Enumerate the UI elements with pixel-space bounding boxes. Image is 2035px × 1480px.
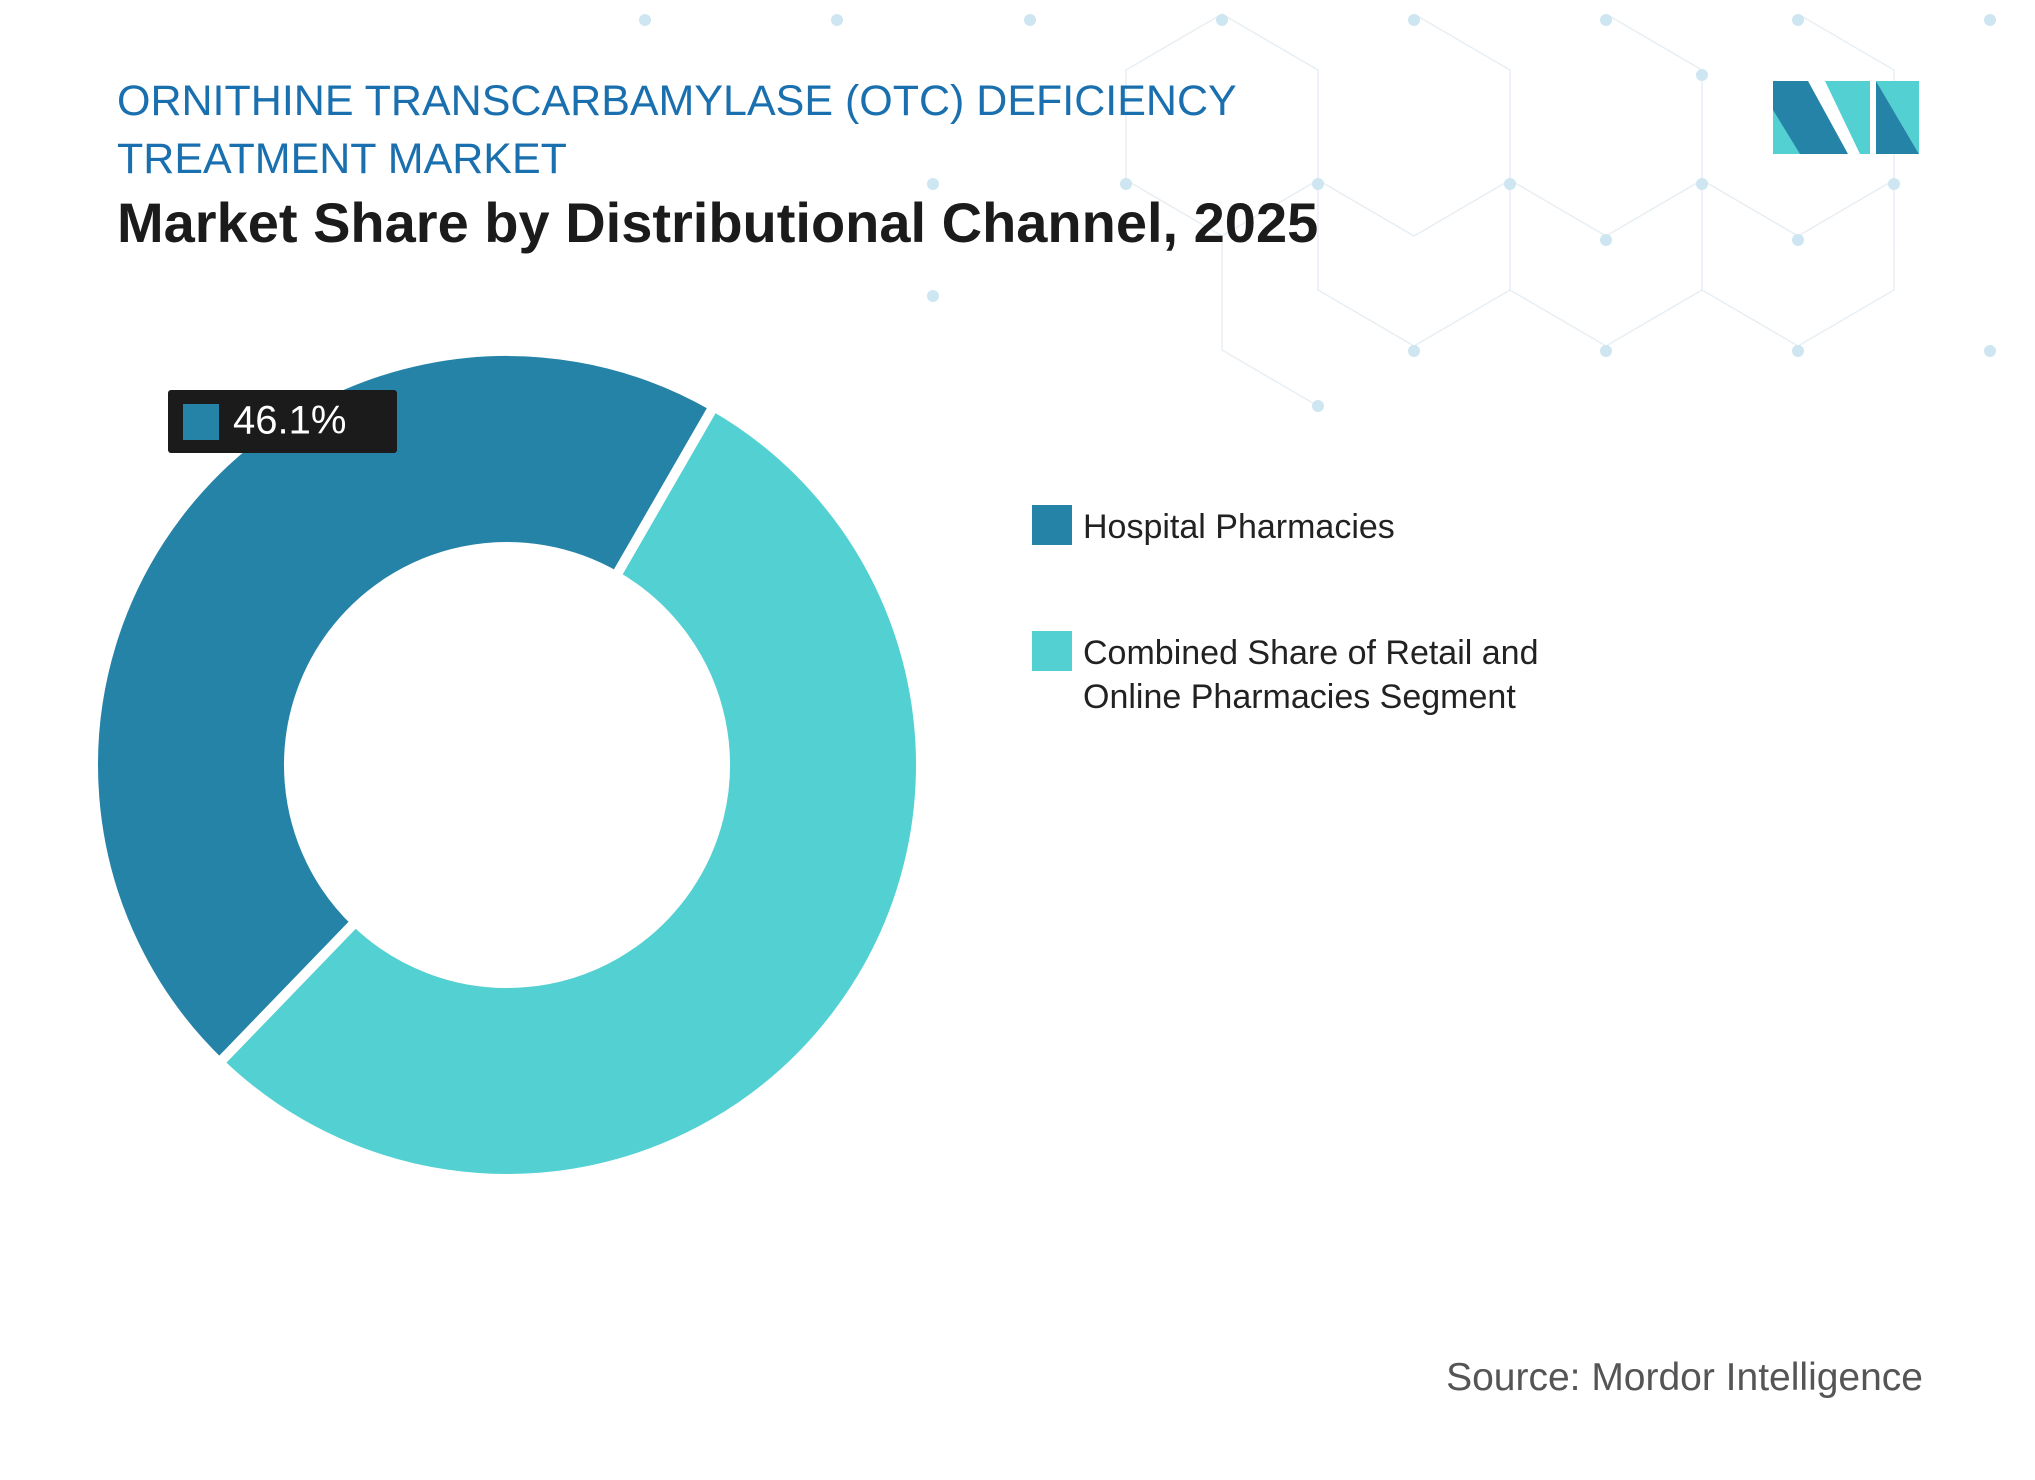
source: Source: Mordor Intelligence xyxy=(1446,1356,1923,1399)
donut-slice xyxy=(212,399,926,1184)
value-label: 46.1% xyxy=(233,399,346,443)
legend-item: Hospital Pharmacies xyxy=(1032,505,1643,549)
background-dots xyxy=(639,14,1996,412)
value-label-box xyxy=(168,390,397,453)
legend-label: Hospital Pharmacies xyxy=(1083,508,1395,546)
market-title: ORNITHINE TRANSCARBAMYLASE (OTC) DEFICIE… xyxy=(117,77,1236,183)
chart-title: Market Share by Distributional Channel, … xyxy=(117,191,1319,254)
donut-slice xyxy=(88,346,721,1070)
donut xyxy=(88,346,926,1184)
value-label-swatch xyxy=(183,404,219,440)
legend-item: Combined Share of Retail and Online Phar… xyxy=(1032,631,1643,719)
logo xyxy=(1773,81,1919,154)
legend-label: Combined Share of Retail and Online Phar… xyxy=(1083,634,1539,716)
legend-swatch xyxy=(1032,505,1072,545)
legend-swatch xyxy=(1032,631,1072,671)
